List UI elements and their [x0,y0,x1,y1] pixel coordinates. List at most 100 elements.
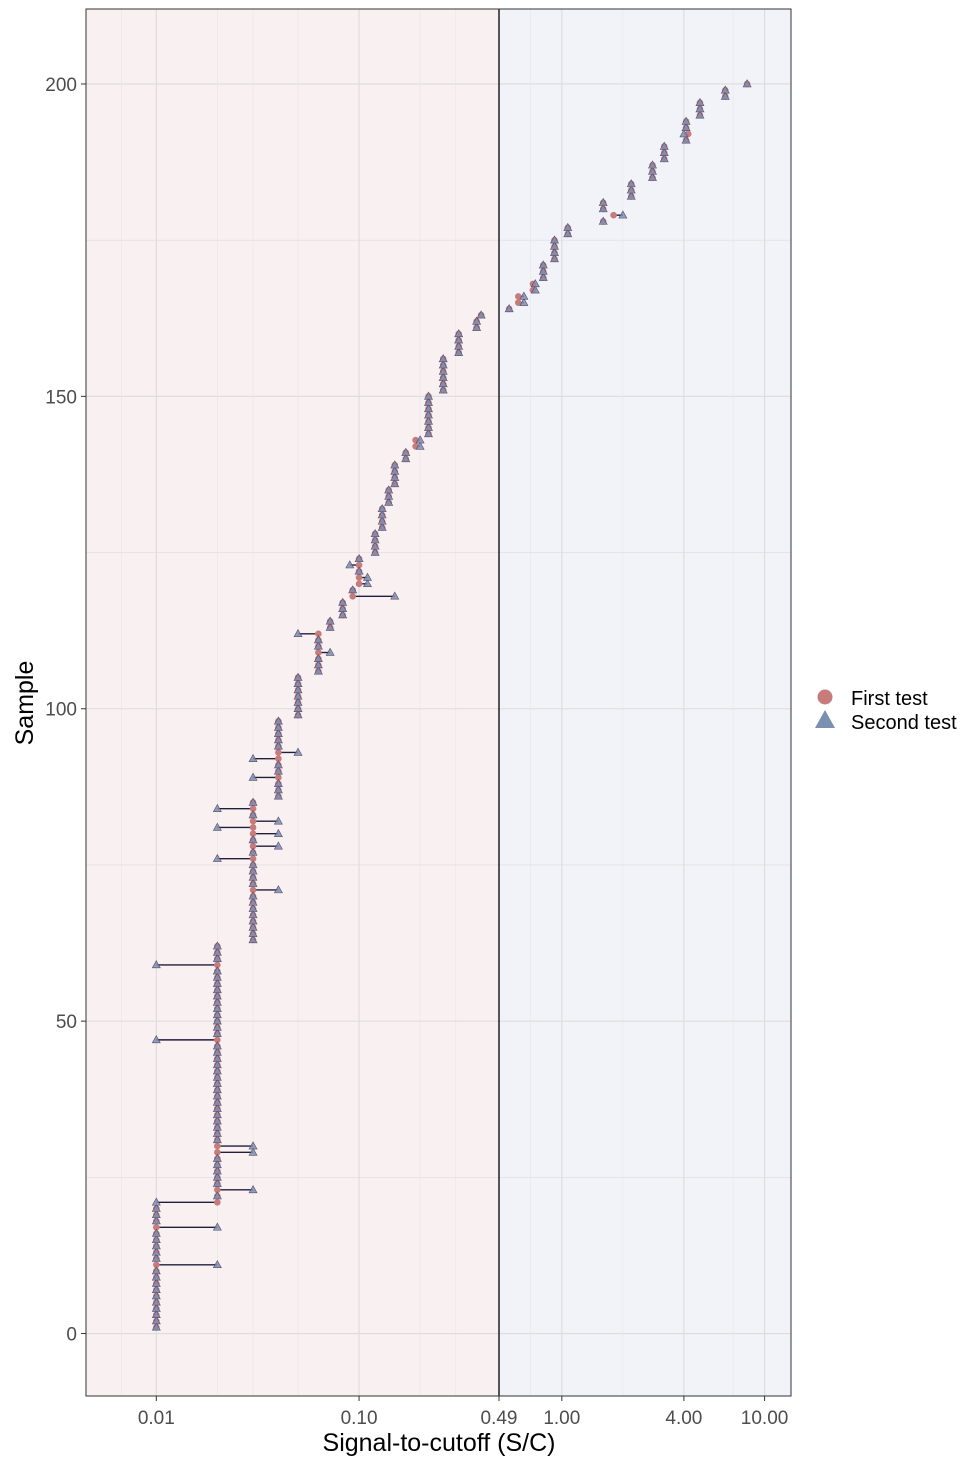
second-test-point [293,678,303,687]
second-test-point [390,472,400,481]
second-test-point [401,447,411,456]
second-test-point [390,460,400,469]
second-test-point [519,291,529,300]
plot-panel-background [86,9,791,1396]
first-test-point [214,1142,221,1150]
second-test-points [151,79,752,1331]
second-test-point [438,366,448,375]
second-test-point [549,254,559,263]
second-test-point [549,247,559,256]
second-test-point [325,622,335,631]
second-test-point [313,660,323,669]
second-test-point [454,335,464,344]
y-tick-label: 100 [45,700,77,721]
legend-label-second-test: Second test [851,712,957,734]
second-test-point [273,735,283,744]
second-test-point [293,697,303,706]
second-test-point [338,597,348,606]
second-test-point [212,1222,222,1231]
second-test-point [248,910,258,919]
y-tick-label: 200 [45,75,77,96]
second-test-point [212,1191,222,1200]
second-test-point [438,372,448,381]
legend-circle-icon [817,689,833,705]
second-test-point [338,603,348,613]
second-test-point [248,897,258,906]
second-test-point [212,991,222,1000]
second-test-point [273,841,283,850]
y-axis-ticks: 0 50 100 150 200 [45,75,86,1346]
below-cutoff-region [86,9,500,1396]
second-test-point [151,1272,161,1281]
second-test-point [476,310,486,319]
second-test-point [681,135,691,144]
second-test-point [313,641,323,650]
second-test-point [212,1153,222,1162]
second-test-point [345,560,355,569]
x-tick-label: 10.00 [741,1408,789,1429]
second-test-point [504,304,514,313]
second-test-point [348,585,358,594]
second-test-point [151,1197,161,1206]
first-test-point [214,1036,221,1044]
second-test-point [377,516,387,525]
second-test-point [151,1266,161,1275]
second-test-point [438,385,448,394]
second-test-point [212,1135,222,1144]
second-test-point [212,1110,222,1119]
second-test-point [212,1085,222,1094]
first-test-point [249,842,257,850]
second-test-point [212,1041,222,1050]
first-test-point [514,293,522,300]
second-test-point [293,685,303,694]
second-test-point [212,1097,222,1106]
second-test-point [248,916,258,925]
second-test-point [212,1010,222,1019]
second-test-point [273,885,283,894]
second-test-point [273,741,283,750]
second-test-point [151,1291,161,1300]
y-tick-label: 50 [56,1012,77,1033]
second-test-point [212,1116,222,1125]
first-test-point [249,824,257,831]
y-axis-title: Sample [11,661,39,746]
second-test-point [695,110,705,119]
second-test-point [530,285,540,294]
second-test-point [248,928,258,937]
x-tick-label: 4.00 [665,1408,702,1429]
second-test-point [454,329,464,338]
second-test-point [248,866,258,875]
second-test-point [626,191,636,200]
second-test-point [390,466,400,475]
first-test-point [275,749,282,756]
second-test-point [151,1284,161,1294]
legend-label-first-test: First test [851,688,928,710]
second-test-point [212,822,222,831]
second-test-point [549,241,559,250]
second-test-point [273,716,283,725]
second-test-point [248,772,258,781]
second-test-point [626,179,636,188]
second-test-point [362,578,372,588]
second-test-point [354,553,364,563]
second-test-point [338,610,348,619]
x-axis-title: Signal-to-cutoff (S/C) [323,1429,556,1457]
y-tick-label: 0 [66,1325,77,1346]
second-test-point [293,710,303,719]
second-test-point [313,653,323,663]
second-test-point [212,1166,222,1175]
second-test-point [293,672,303,681]
second-test-point [212,1022,222,1031]
first-test-point [249,805,257,813]
second-test-point [293,691,303,700]
second-test-point [362,572,372,581]
second-test-point [293,703,303,712]
second-test-point [472,322,482,331]
second-test-point [377,504,387,513]
second-test-point [151,1035,161,1044]
second-test-point [151,1203,161,1212]
second-test-point [659,141,669,150]
second-test-point [390,591,400,600]
second-test-point [370,535,380,544]
